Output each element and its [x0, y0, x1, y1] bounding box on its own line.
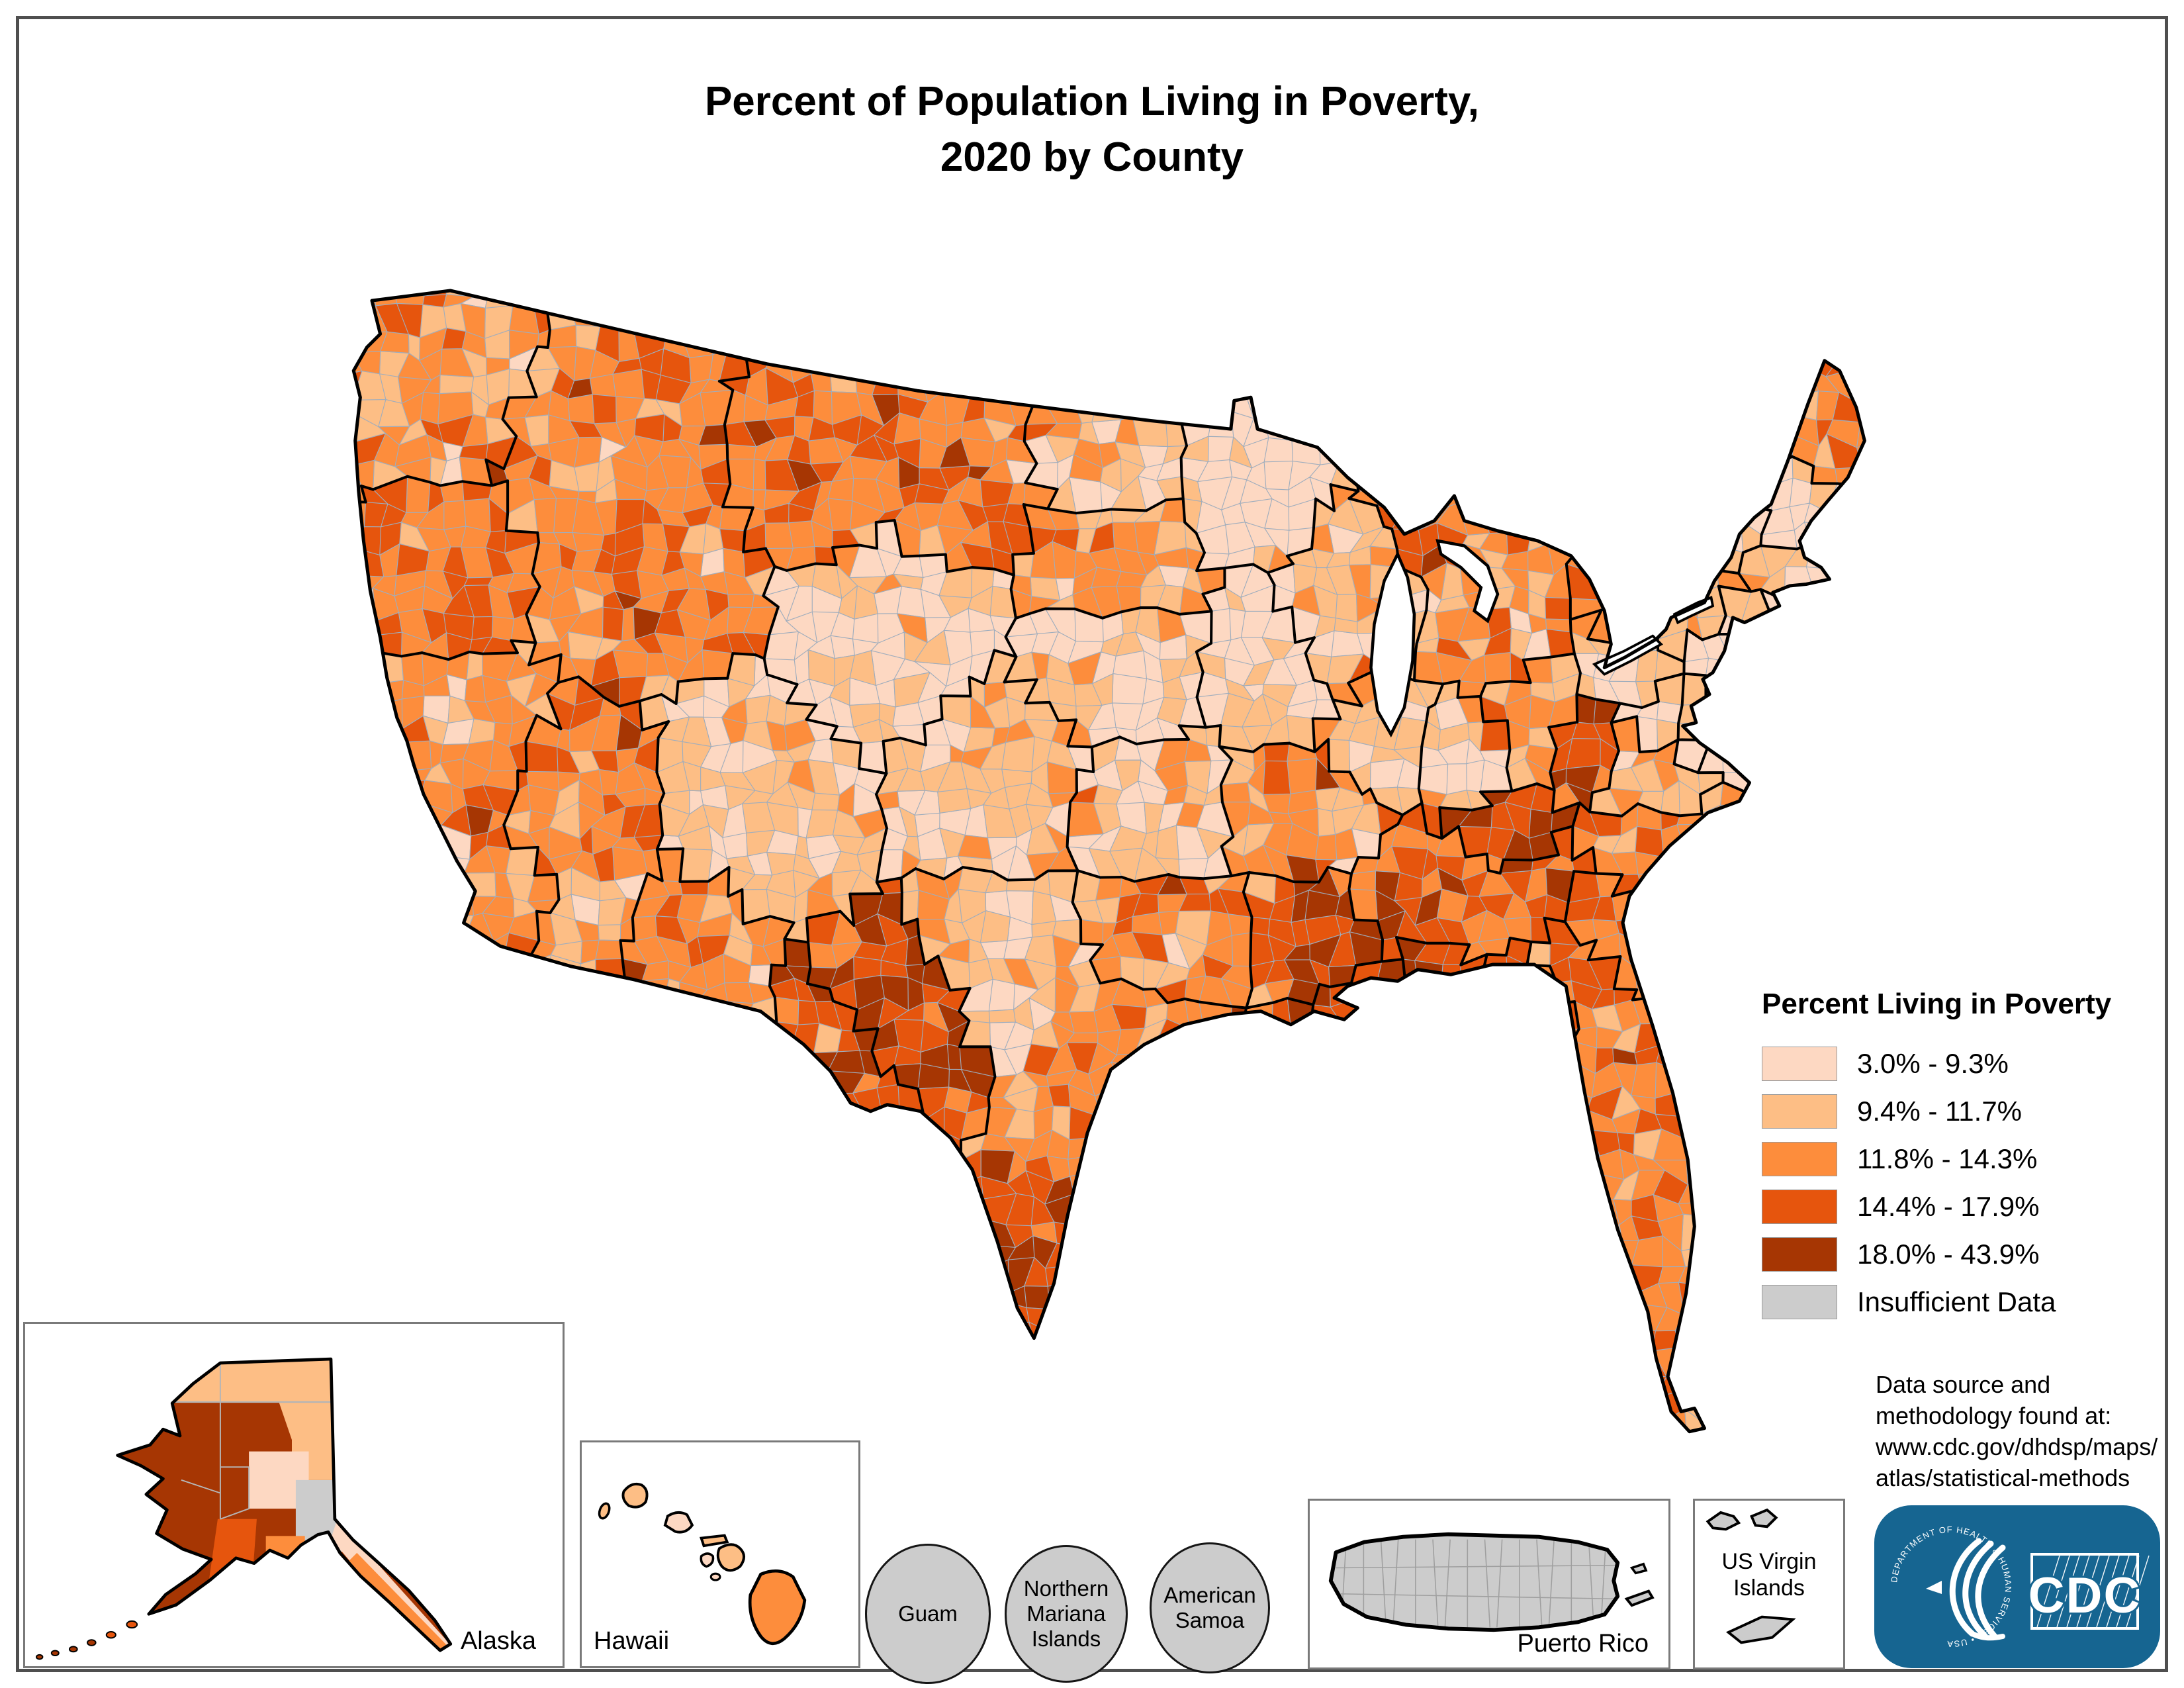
- source-note-line1: Data source and: [1876, 1371, 2051, 1398]
- northern-mariana-label: Northern Mariana Islands: [1023, 1576, 1109, 1651]
- page-title-line2: 2020 by County: [940, 134, 1244, 180]
- american-samoa-ellipse: American Samoa: [1150, 1542, 1270, 1673]
- alaska-map: [36, 1357, 453, 1660]
- legend-swatch-class5: [1762, 1237, 1837, 1272]
- alaska-inset: Alaska: [23, 1322, 565, 1668]
- legend-title: Percent Living in Poverty: [1762, 988, 2112, 1020]
- hawaii-label: Hawaii: [594, 1627, 670, 1655]
- us-outline: [351, 289, 1866, 1434]
- source-note-line2: methodology found at:: [1876, 1402, 2112, 1429]
- legend-label-class4: 14.4% - 17.9%: [1857, 1191, 2040, 1222]
- puerto-rico-label: Puerto Rico: [1517, 1630, 1649, 1658]
- guam-ellipse: Guam: [865, 1544, 991, 1684]
- alaska-label: Alaska: [460, 1627, 536, 1655]
- us-county-choropleth-map: [351, 289, 1866, 1434]
- hawaii-inset: Hawaii: [580, 1440, 860, 1668]
- legend-label-class2: 9.4% - 11.7%: [1857, 1096, 2023, 1127]
- us-virgin-islands-label: US Virgin Islands: [1721, 1549, 1817, 1601]
- legend-item: 14.4% - 17.9%: [1762, 1190, 2159, 1224]
- legend-item: 18.0% - 43.9%: [1762, 1237, 2159, 1272]
- guam-label: Guam: [898, 1601, 958, 1626]
- hawaii-map: [598, 1482, 807, 1646]
- legend-swatch-class3: [1762, 1142, 1837, 1176]
- legend-label-class5: 18.0% - 43.9%: [1857, 1239, 2040, 1270]
- data-source-note: Data source and methodology found at: ww…: [1876, 1369, 2158, 1493]
- cdc-wordmark-box: CDC: [2026, 1553, 2150, 1630]
- alaska-outline: [116, 1357, 453, 1652]
- legend-label-class1: 3.0% - 9.3%: [1857, 1048, 2009, 1079]
- aleutian-islands: [36, 1620, 138, 1660]
- source-note-line3: www.cdc.gov/dhdsp/maps/: [1876, 1433, 2158, 1460]
- american-samoa-label: American Samoa: [1163, 1583, 1256, 1632]
- puerto-rico-map: [1328, 1532, 1655, 1632]
- legend-swatch-class2: [1762, 1094, 1837, 1129]
- puerto-rico-inset: Puerto Rico: [1308, 1499, 1670, 1669]
- us-virgin-islands-map: [1706, 1508, 1796, 1644]
- cdc-wordmark: CDC: [2028, 1568, 2142, 1624]
- hhs-eagle-icon: [1926, 1538, 2006, 1641]
- legend-item: Insufficient Data: [1762, 1285, 2159, 1319]
- legend-label-insufficient: Insufficient Data: [1857, 1286, 2056, 1317]
- legend-label-class3: 11.8% - 14.3%: [1857, 1143, 2038, 1174]
- puerto-rico-outline: [1328, 1532, 1620, 1632]
- source-note-line4: atlas/statistical-methods: [1876, 1464, 2130, 1491]
- legend-swatch-class4: [1762, 1190, 1837, 1224]
- legend-swatch-insufficient: [1762, 1285, 1837, 1319]
- legend-item: 11.8% - 14.3%: [1762, 1142, 2159, 1176]
- legend-swatch-class1: [1762, 1047, 1837, 1081]
- page-title: Percent of Population Living in Poverty,…: [0, 74, 2184, 185]
- us-virgin-islands-inset: US Virgin Islands: [1693, 1499, 1845, 1669]
- page-title-line1: Percent of Population Living in Poverty,: [704, 79, 1480, 124]
- northern-mariana-ellipse: Northern Mariana Islands: [1005, 1545, 1128, 1683]
- legend-item: 3.0% - 9.3%: [1762, 1047, 2159, 1081]
- cdc-hhs-logo: DEPARTMENT OF HEALTH & HUMAN SERVICES • …: [1874, 1505, 2160, 1668]
- map-legend: Percent Living in Poverty 3.0% - 9.3% 9.…: [1762, 988, 2159, 1333]
- legend-item: 9.4% - 11.7%: [1762, 1094, 2159, 1129]
